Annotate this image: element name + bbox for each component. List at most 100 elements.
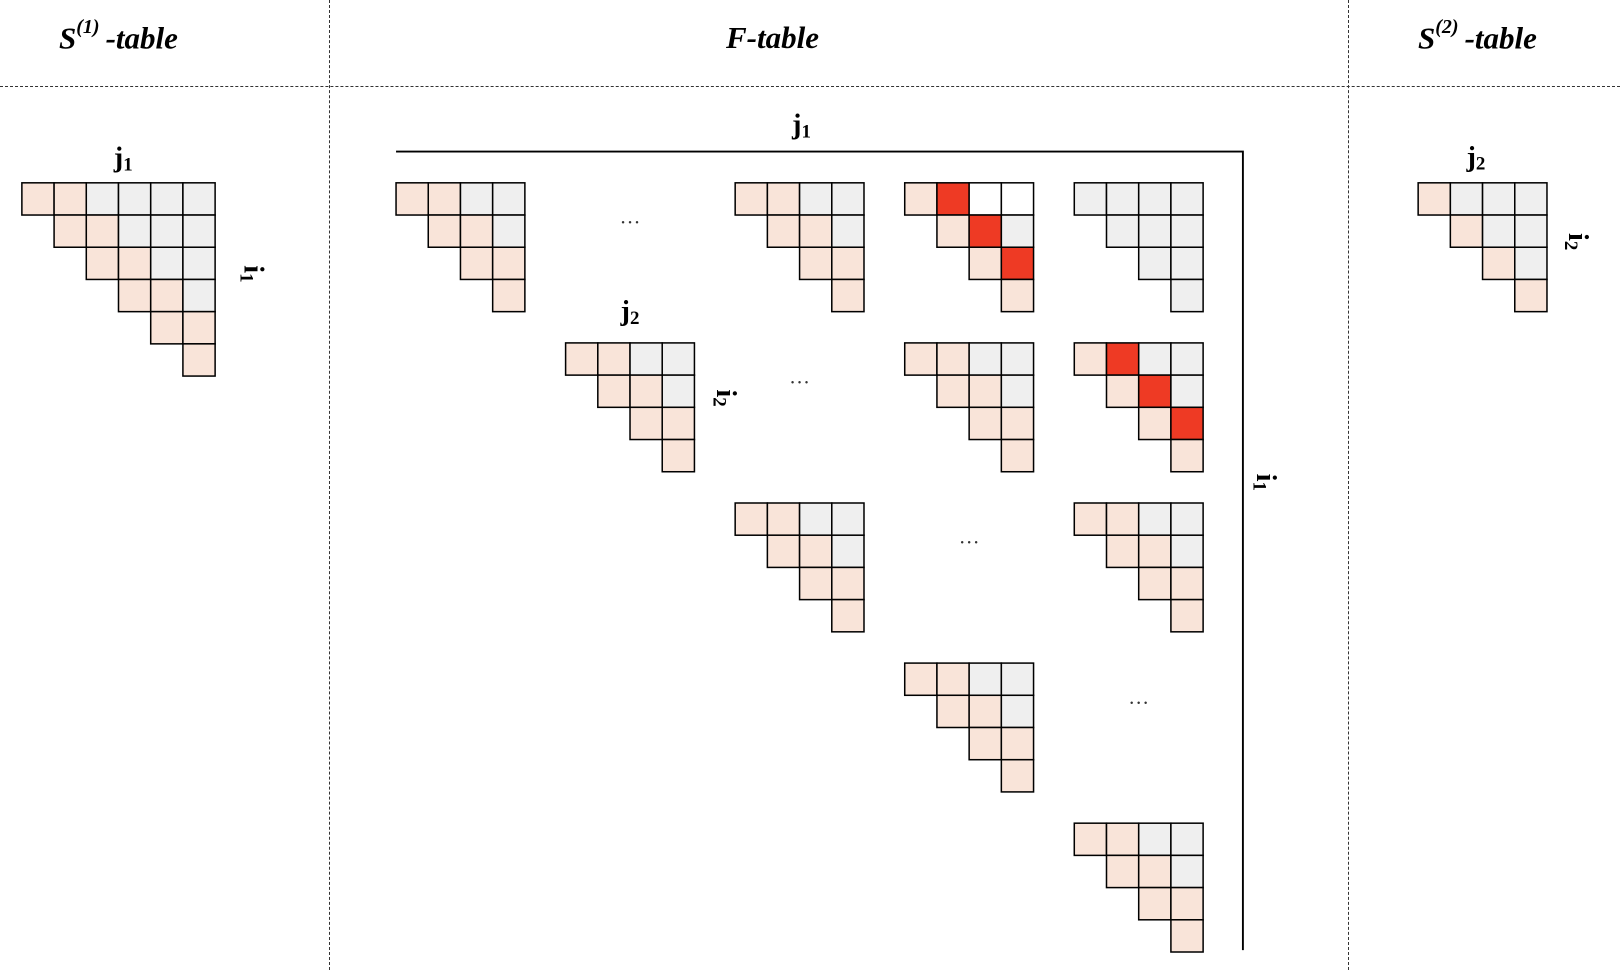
s1-header-sup: (1)	[76, 16, 100, 38]
table-cell	[629, 342, 663, 376]
table-cell	[1073, 822, 1108, 857]
s2-header-rest: -table	[1464, 20, 1537, 56]
table-cell	[53, 182, 88, 216]
table-cell	[1105, 374, 1140, 409]
s2-header-base: S	[1418, 20, 1436, 56]
table-cell	[1514, 182, 1548, 216]
s2-table	[1417, 182, 1548, 313]
table-cell	[661, 342, 696, 376]
f-table-header: F-table	[726, 20, 819, 56]
table-cell	[831, 214, 865, 248]
table-cell	[1000, 246, 1035, 281]
table-cell	[1137, 822, 1172, 857]
table-cell	[766, 534, 801, 569]
table-cell	[182, 246, 216, 281]
table-cell	[968, 726, 1003, 761]
table-cell	[1417, 182, 1452, 216]
table-cell	[1514, 246, 1548, 281]
table-cell	[1481, 182, 1516, 216]
table-cell	[968, 406, 1003, 441]
table-cell	[597, 342, 631, 376]
table-cell	[1170, 278, 1204, 313]
table-cell	[491, 278, 526, 313]
table-cell	[831, 534, 865, 569]
table-cell	[1137, 374, 1172, 409]
table-cell	[1170, 502, 1204, 536]
table-cell	[427, 214, 462, 248]
table-cell	[766, 182, 801, 216]
s2-j2-label: j2	[1465, 142, 1485, 175]
table-cell	[936, 694, 970, 729]
table-cell	[395, 182, 430, 216]
table-cell	[182, 343, 216, 377]
table-cell	[1105, 534, 1140, 569]
table-cell	[1105, 822, 1140, 857]
table-cell	[1000, 406, 1035, 441]
table-cell	[21, 182, 55, 216]
table-cell	[459, 182, 494, 216]
table-cell	[798, 214, 833, 248]
table-cell	[903, 182, 938, 216]
f-block-r1-c4	[1073, 342, 1204, 473]
ellipsis: …	[959, 525, 980, 549]
table-cell	[1000, 694, 1035, 729]
table-cell	[1170, 246, 1204, 281]
table-cell	[661, 438, 696, 473]
column-divider-left	[329, 0, 330, 970]
table-cell	[734, 502, 769, 536]
table-cell	[1105, 854, 1140, 889]
table-cell	[1000, 662, 1035, 697]
table-cell	[1170, 406, 1204, 441]
f-table-axis-line	[396, 150, 1244, 951]
table-cell	[149, 278, 184, 313]
table-cell	[1170, 886, 1204, 921]
table-cell	[1137, 566, 1172, 601]
table-cell	[831, 246, 865, 281]
table-cell	[936, 214, 970, 248]
table-cell	[1170, 438, 1204, 473]
table-cell	[1170, 182, 1204, 216]
table-cell	[1137, 342, 1172, 376]
table-cell	[1137, 214, 1172, 248]
f-block-r1-c1	[564, 342, 696, 473]
table-cell	[629, 374, 663, 409]
table-cell	[459, 214, 494, 248]
table-cell	[1105, 502, 1140, 536]
table-cell	[1105, 182, 1140, 216]
table-cell	[1514, 278, 1548, 313]
f-block-r0-c2	[734, 182, 865, 313]
table-cell	[1000, 758, 1035, 793]
table-cell	[85, 214, 120, 248]
table-cell	[968, 182, 1003, 216]
table-cell	[798, 534, 833, 569]
table-cell	[117, 214, 152, 248]
s1-header-rest: -table	[105, 20, 178, 56]
f-block-r4-c4	[1073, 822, 1204, 953]
table-cell	[936, 662, 970, 697]
table-cell	[1170, 534, 1204, 569]
s1-table	[21, 182, 216, 377]
s1-table-header: S(1) -table	[59, 16, 178, 56]
table-cell	[85, 182, 120, 216]
table-cell	[1137, 854, 1172, 889]
table-cell	[182, 278, 216, 313]
table-cell	[831, 566, 865, 601]
f-block-r0-c0	[395, 182, 526, 313]
table-cell	[661, 374, 696, 409]
table-cell	[1481, 246, 1516, 281]
table-cell	[53, 214, 88, 248]
table-cell	[1000, 438, 1035, 473]
table-cell	[85, 246, 120, 281]
table-cell	[766, 214, 801, 248]
table-cell	[149, 214, 184, 248]
table-cell	[182, 182, 216, 216]
f-j2-label: j2	[620, 296, 640, 329]
table-cell	[1170, 919, 1204, 953]
table-cell	[117, 278, 152, 313]
table-cell	[1137, 246, 1172, 281]
table-cell	[1137, 182, 1172, 216]
table-cell	[1073, 182, 1108, 216]
table-cell	[831, 182, 865, 216]
table-cell	[1137, 886, 1172, 921]
f-block-r0-c3	[903, 182, 1035, 313]
